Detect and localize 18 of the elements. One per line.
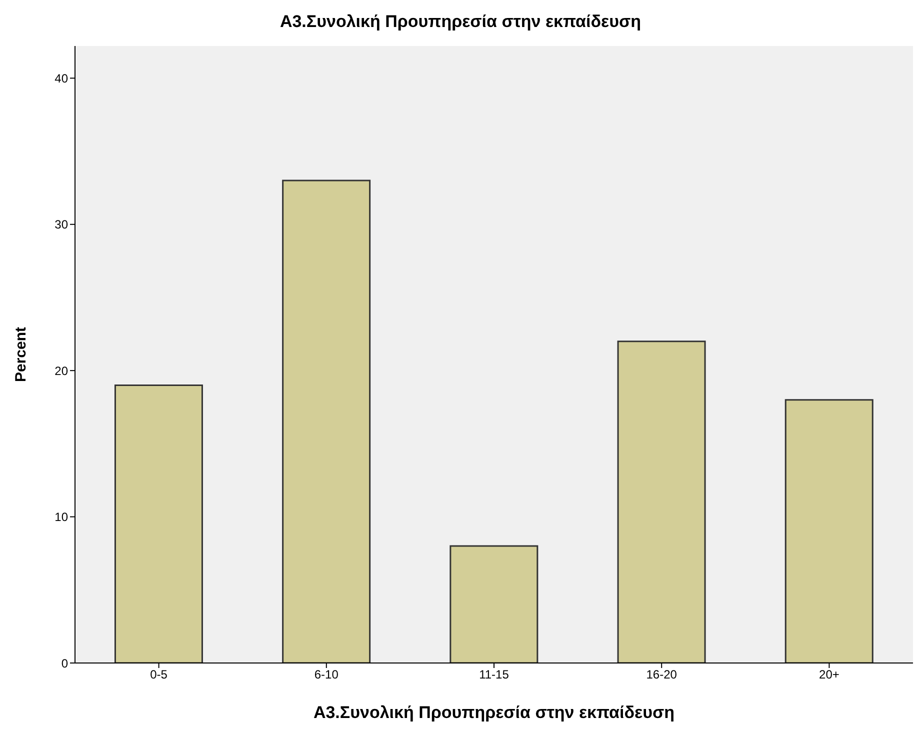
x-tick-label: 11-15 (479, 668, 510, 682)
bar (450, 545, 538, 663)
y-tick-label: 20 (54, 364, 68, 378)
y-tick-label: 30 (54, 218, 68, 232)
x-tick-label: 20+ (819, 668, 840, 682)
x-tick-label: 16-20 (646, 668, 678, 682)
chart-title: Α3.Συνολική Προυπηρεσία στην εκπαίδευση (278, 11, 642, 33)
x-axis-title: Α3.Συνολική Προυπηρεσία στην εκπαίδευση (313, 703, 675, 722)
y-tick-label: 10 (54, 510, 68, 524)
y-tick-label: 0 (61, 656, 68, 670)
bar (282, 180, 371, 663)
y-tick-label: 40 (54, 71, 68, 86)
y-axis-title: Percent (12, 326, 30, 382)
bar (784, 399, 874, 663)
bar (617, 340, 706, 663)
x-tick-label: 6-10 (314, 668, 339, 682)
x-tick-label: 0-5 (150, 668, 168, 682)
bar (114, 384, 203, 663)
